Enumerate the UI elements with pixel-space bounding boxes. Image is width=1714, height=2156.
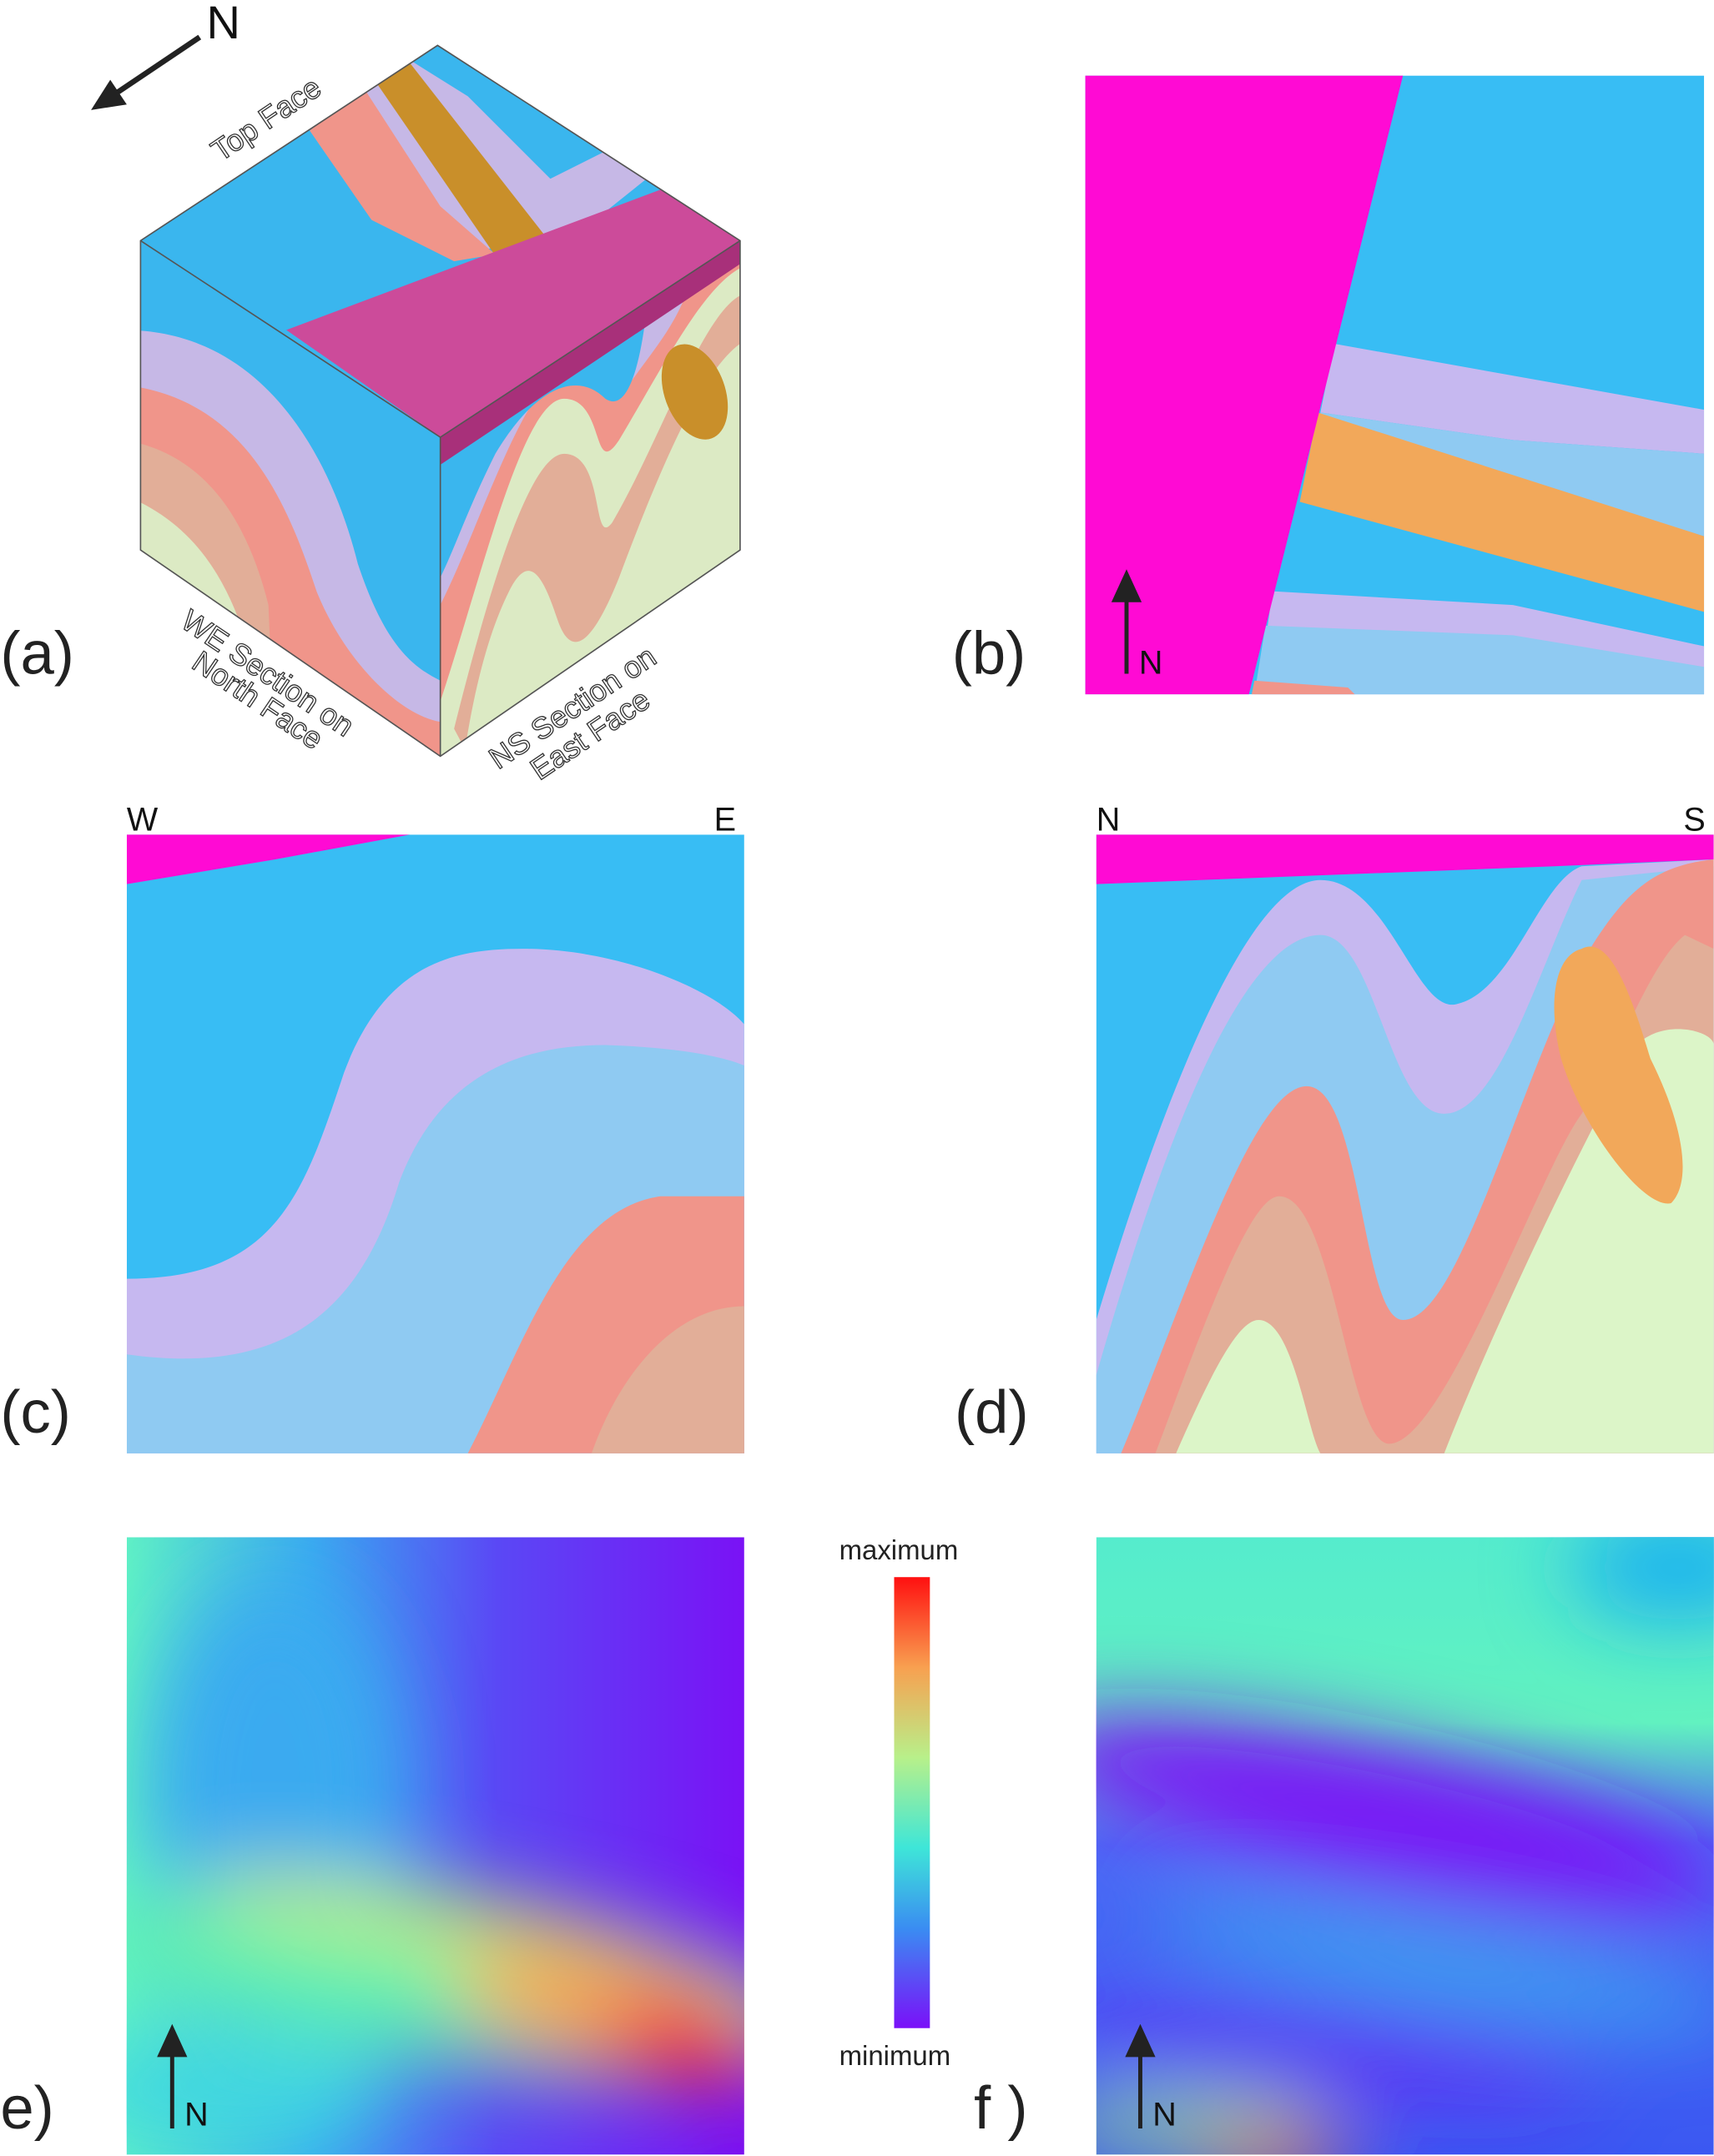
layer [1299,412,1705,612]
north-label: N [1139,644,1163,681]
direction-label: E [714,801,736,838]
colorbar-label: minimum [839,2040,951,2071]
fault [1085,75,1404,695]
panel-label: (a) [0,619,74,687]
heatmap-field [1096,1537,1714,2155]
layer [440,240,740,702]
colorbar [894,1577,930,2028]
colorbar-label: maximum [839,1534,959,1565]
fault [1096,834,1714,884]
direction-label: S [1683,801,1705,838]
cube: N Top Face WE Section on North Face NS S… [0,0,741,787]
heatmap-panel [1096,1537,1714,2155]
field [1197,2136,1362,2155]
layer [412,45,606,179]
field [1146,1903,1714,2029]
fault [126,834,411,884]
north-arrow-head [91,79,127,110]
north-label: N [184,2097,209,2133]
fault-slab [286,189,740,438]
field [194,1875,631,1962]
intrusion [661,344,728,440]
field [126,2034,386,2145]
direction-label: W [127,801,159,838]
panel-label: (b) [952,619,1026,687]
layer [1176,1320,1321,1453]
layer [1251,680,1355,695]
section-panel [1096,834,1714,1453]
direction-label: N [1096,801,1121,838]
map-panel [1085,75,1705,695]
layer [310,89,496,262]
heatmap-panel [126,1537,744,2155]
north-label: N [207,0,240,48]
field [1096,1715,1714,1916]
layer [1254,625,1705,695]
field [1096,2016,1595,2096]
north-arrow-head [1125,2023,1156,2058]
section-panel [126,834,744,1453]
fault-slab [440,240,740,466]
panel-label: e) [0,2074,53,2142]
intrusion [1554,946,1683,1204]
north-arrow-head [1111,569,1142,602]
layer [591,1306,744,1453]
field [1568,1537,1714,1623]
north-arrow [113,34,202,96]
east-face [440,240,740,757]
heatmap-field [126,1581,744,2145]
panel-label: (c) [0,1378,71,1446]
layer [1320,343,1705,454]
cube-outline [139,44,741,758]
layer [454,295,740,750]
north-arrow-head [157,2023,188,2058]
layer [440,309,647,578]
panel-label: (d) [955,1378,1029,1446]
panel-label: f ) [974,2074,1027,2142]
field [607,1991,744,2079]
field [1096,2099,1321,2149]
layer [374,63,544,256]
layer [440,240,740,606]
north-label: N [1152,2097,1177,2133]
